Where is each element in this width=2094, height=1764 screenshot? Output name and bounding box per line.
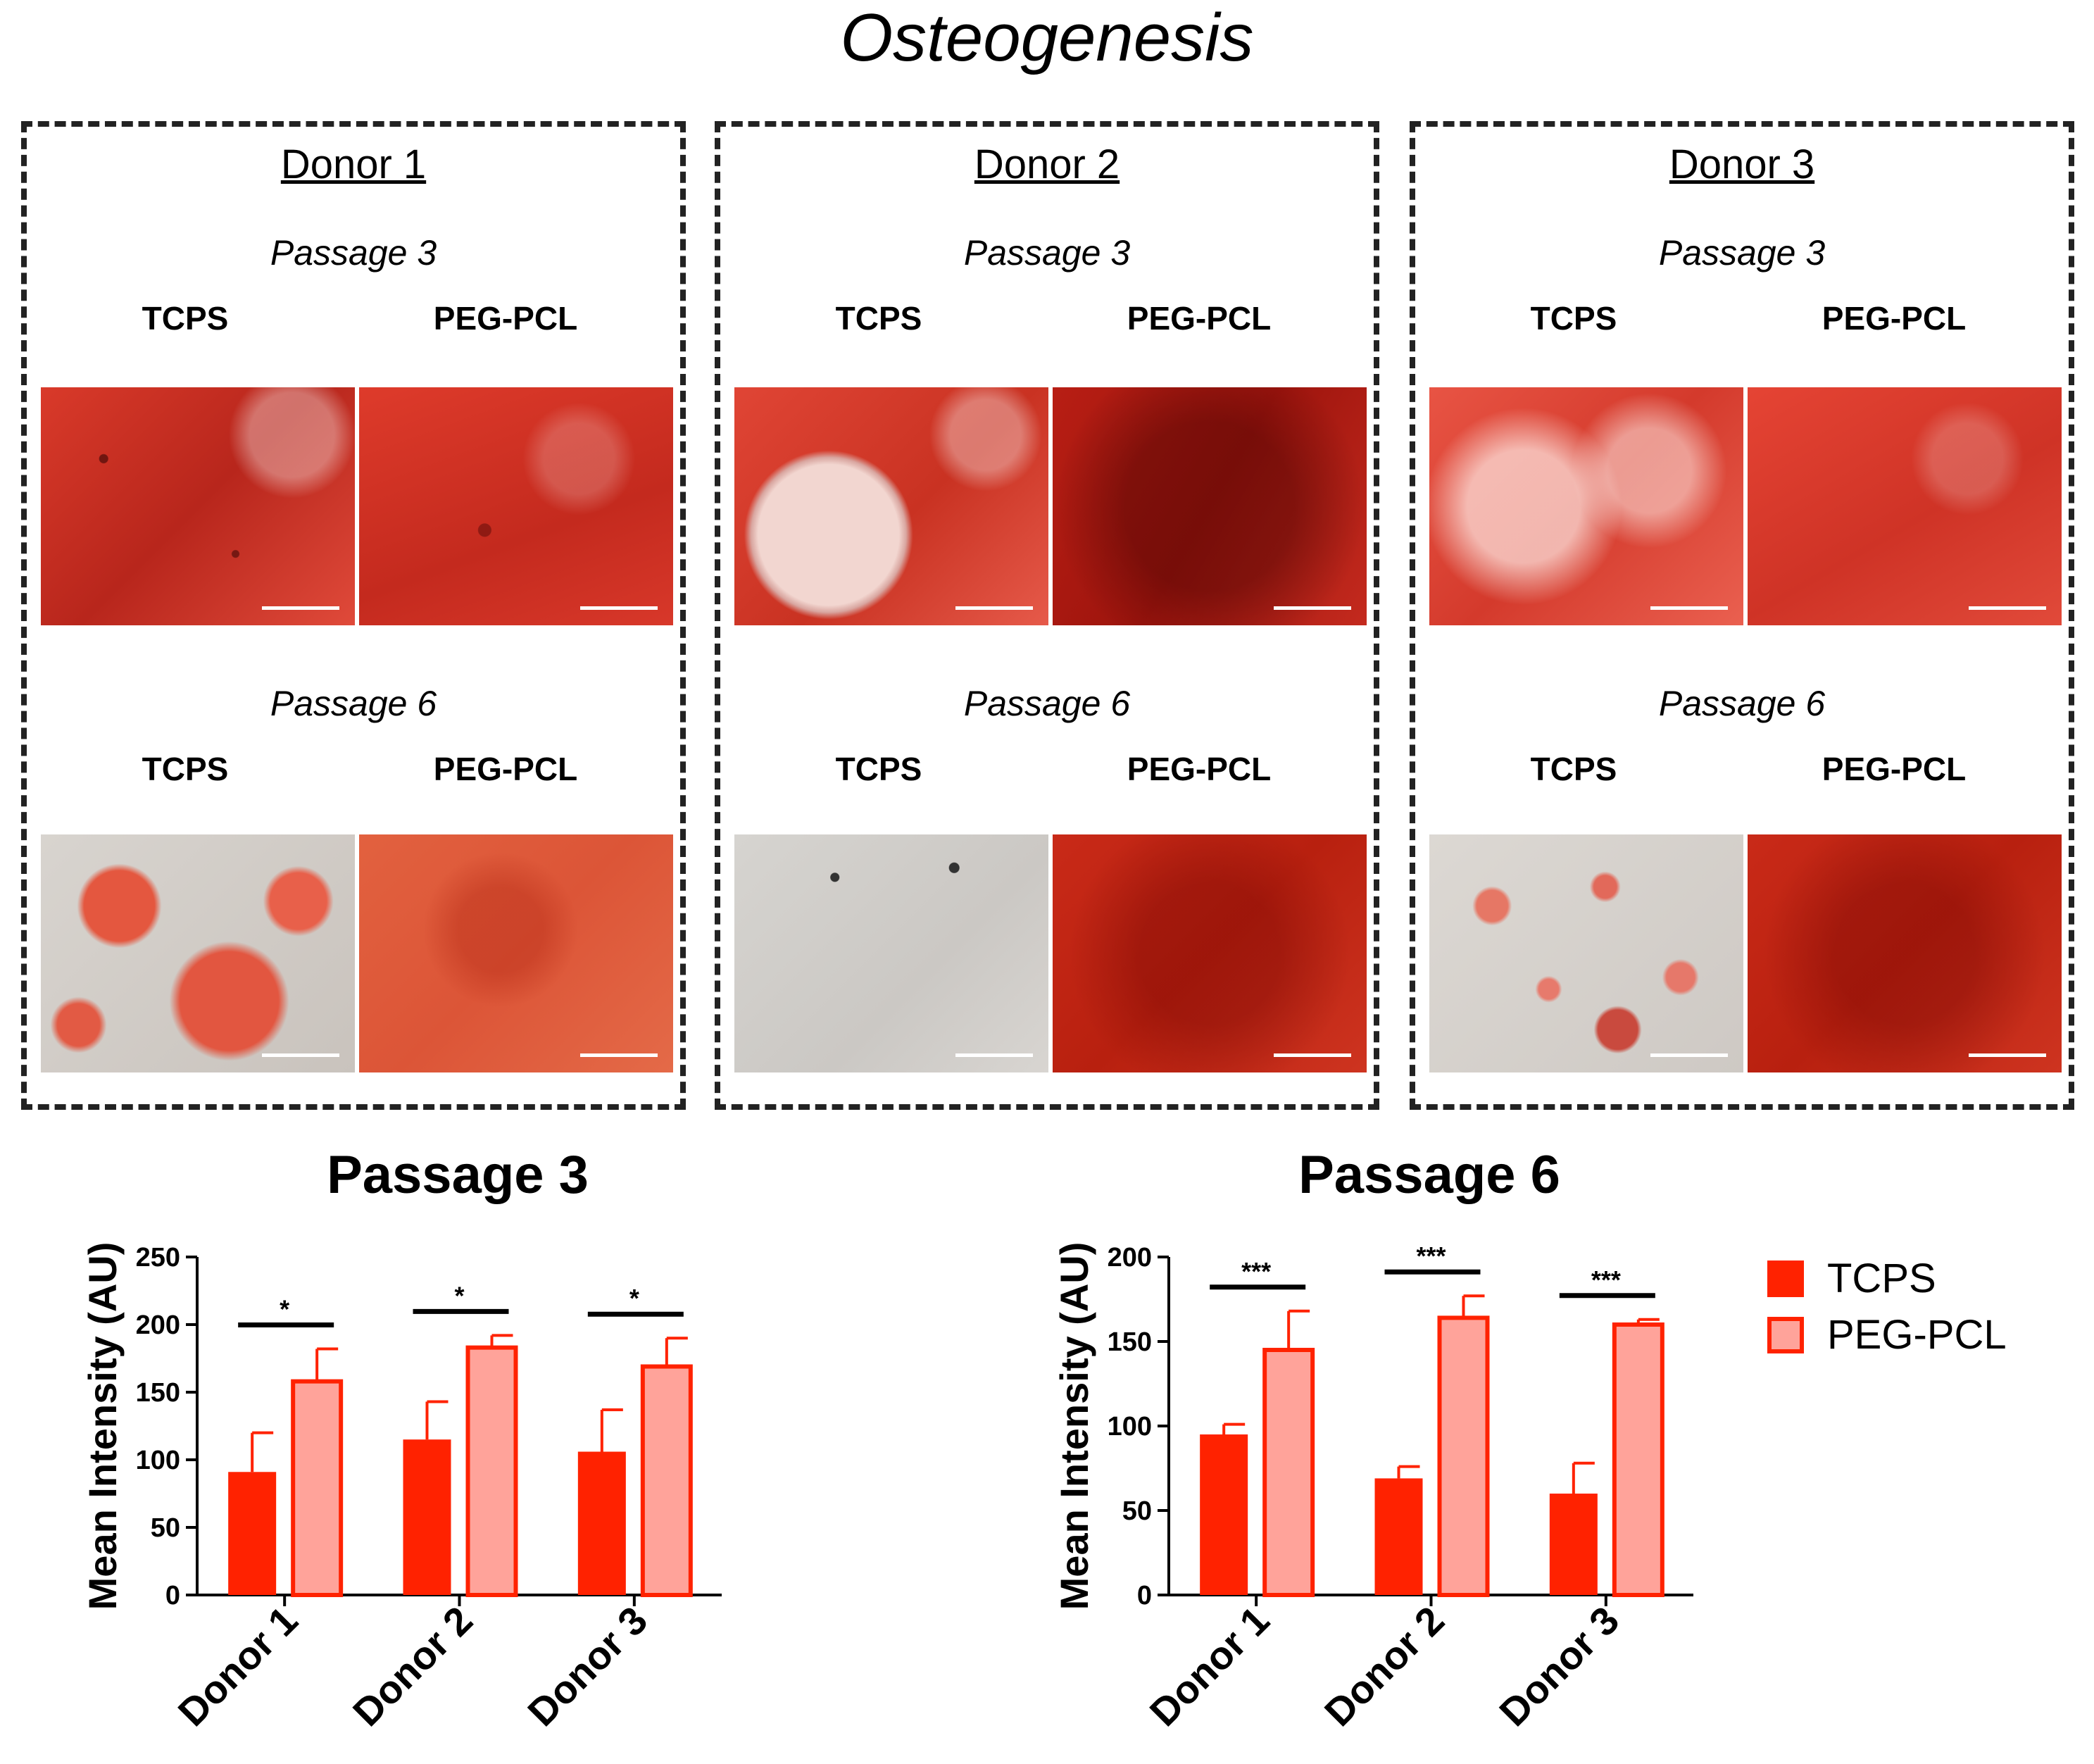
x-tick-label: Donor 3 [519,1598,656,1734]
donor-panel-1: Donor 1 Passage 3 TCPS PEG-PCL Passage 6… [21,121,686,1110]
bar-chart-passage-3: Mean Intensity (AU) 0 50 100 150 200 250 * Donor… [80,1242,722,1734]
scale-bar [1274,1053,1351,1057]
bar-chart-passage-6: Mean Intensity (AU) 0 50 100 150 200 *** Donor … [1052,1241,1693,1734]
passage-label: Passage 6 [270,684,437,723]
bar-peg-pcl [640,1364,693,1598]
x-tick-label: Donor 2 [1316,1598,1453,1734]
y-tick-label: 200 [1108,1243,1152,1272]
y-tick-label: 150 [136,1378,180,1408]
scale-bar [1969,606,2046,610]
condition-label-tcps: TCPS [835,751,922,787]
bar-tcps [228,1472,277,1595]
micrograph-pegpcl-p3 [359,387,673,625]
donor-panel-3: Donor 3 Passage 3 TCPS PEG-PCL Passage 6… [1410,121,2074,1110]
scale-bar [1969,1053,2046,1057]
y-tick-label: 150 [1108,1327,1152,1357]
bar-tcps [577,1451,626,1595]
bar-peg-pcl [1437,1315,1490,1597]
micrograph-pegpcl-p3 [1053,387,1367,625]
chart-title-passage-3: Passage 3 [327,1145,589,1205]
y-tick-label: 50 [1122,1496,1152,1526]
bar-peg-pcl [1262,1348,1315,1597]
y-axis-label: Mean Intensity (AU) [1052,1242,1096,1610]
significance-marker: *** [1416,1241,1446,1270]
passage-label: Passage 6 [963,684,1131,723]
condition-label-pegpcl: PEG-PCL [1822,751,1967,787]
significance-marker: * [280,1295,289,1324]
x-tick-label: Donor 2 [344,1598,481,1734]
donor-panel-2: Donor 2 Passage 3 TCPS PEG-PCL Passage 6… [715,121,1379,1110]
y-tick-label: 250 [136,1243,180,1272]
condition-label-pegpcl: PEG-PCL [433,300,578,337]
y-tick-label: 100 [1108,1412,1152,1441]
condition-label-tcps: TCPS [142,751,229,787]
condition-label-tcps: TCPS [835,300,922,337]
micrograph-pegpcl-p6 [1748,834,2062,1072]
micrograph-tcps-p6 [734,834,1048,1072]
y-tick-label: 200 [136,1311,180,1340]
legend-label-tcps: TCPS [1827,1256,1936,1301]
significance-marker: *** [1241,1257,1271,1286]
bar-peg-pcl [1612,1322,1664,1597]
scale-bar [580,1053,658,1057]
significance-marker: * [629,1284,639,1313]
bar-tcps [1374,1478,1423,1595]
scale-bar [1274,606,1351,610]
condition-label-pegpcl: PEG-PCL [1127,751,1272,787]
legend-label-pegpcl: PEG-PCL [1827,1312,2007,1358]
x-tick-label: Donor 3 [1491,1598,1627,1734]
significance-marker: * [454,1281,464,1310]
micrograph-tcps-p3 [734,387,1048,625]
x-tick-label: Donor 1 [1141,1598,1278,1734]
condition-label-pegpcl: PEG-PCL [1127,300,1272,337]
micrograph-tcps-p6 [1429,834,1743,1072]
y-axis-label: Mean Intensity (AU) [80,1242,125,1610]
scale-bar [580,606,658,610]
bar-tcps [1549,1494,1598,1595]
passage-label: Passage 6 [1658,684,1826,723]
donor-label: Donor 1 [280,142,427,187]
passage-label: Passage 3 [963,233,1131,273]
y-tick-label: 0 [165,1581,180,1610]
passage-label: Passage 3 [1658,233,1826,273]
micrograph-tcps-p3 [41,387,355,625]
y-tick-label: 50 [151,1513,180,1543]
condition-label-pegpcl: PEG-PCL [1822,300,1967,337]
legend-swatch-tcps [1767,1261,1804,1297]
micrograph-tcps-p6 [41,834,355,1072]
scale-bar [955,1053,1033,1057]
x-tick-label: Donor 1 [170,1598,306,1734]
scale-bar [1650,606,1728,610]
significance-marker: *** [1591,1265,1621,1294]
bar-peg-pcl [291,1379,344,1597]
condition-label-tcps: TCPS [1530,751,1617,787]
chart-title-passage-6: Passage 6 [1298,1145,1560,1205]
legend-swatch-pegpcl [1767,1317,1804,1353]
micrograph-pegpcl-p6 [1053,834,1367,1072]
micrograph-pegpcl-p3 [1748,387,2062,625]
micrograph-tcps-p3 [1429,387,1743,625]
donor-label: Donor 2 [974,142,1120,187]
condition-label-tcps: TCPS [1530,300,1617,337]
bar-peg-pcl [465,1345,518,1597]
scale-bar [955,606,1033,610]
micrograph-pegpcl-p6 [359,834,673,1072]
condition-label-tcps: TCPS [142,300,229,337]
bar-tcps [1200,1434,1248,1595]
bar-tcps [403,1439,451,1595]
scale-bar [262,606,339,610]
donor-label: Donor 3 [1669,142,1815,187]
passage-label: Passage 3 [270,233,437,273]
y-tick-label: 100 [136,1446,180,1475]
scale-bar [1650,1053,1728,1057]
condition-label-pegpcl: PEG-PCL [433,751,578,787]
scale-bar [262,1053,339,1057]
y-tick-label: 0 [1137,1581,1152,1610]
figure-title: Osteogenesis [840,0,1254,75]
